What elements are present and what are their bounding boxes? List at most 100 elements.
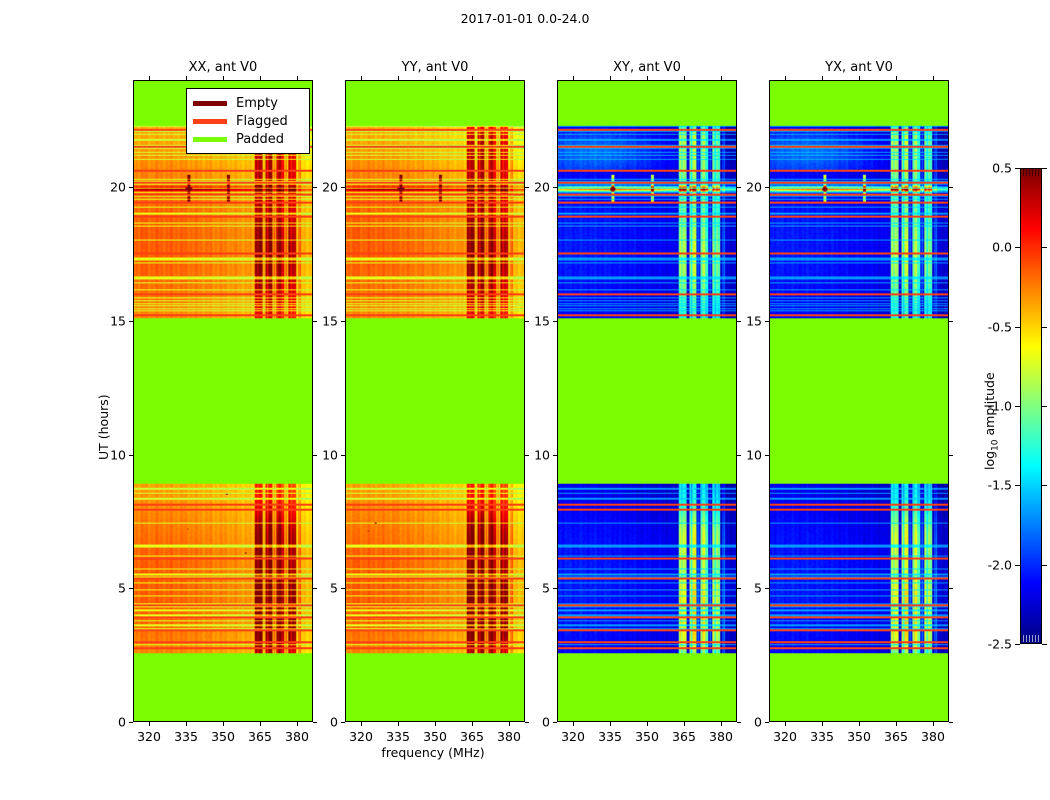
x-tick xyxy=(508,722,510,726)
y-tick-right xyxy=(949,320,953,322)
heatmap-image-xy xyxy=(558,81,736,721)
y-tick xyxy=(553,722,557,723)
heatmap-panel-yy[interactable] xyxy=(345,80,525,722)
x-tick xyxy=(822,722,823,726)
legend-item-padded: Padded xyxy=(193,130,302,148)
x-tick-top xyxy=(822,76,823,80)
x-tick-label: 320 xyxy=(773,729,797,744)
x-tick xyxy=(398,722,399,726)
x-tick xyxy=(149,722,151,726)
panel-title-1: YY, ant V0 xyxy=(401,60,469,75)
colorbar-tick xyxy=(1015,406,1020,407)
x-tick-top xyxy=(398,76,399,80)
y-tick-label: 10 xyxy=(534,447,550,462)
y-tick xyxy=(129,320,133,322)
x-tick-label: 320 xyxy=(137,729,161,744)
y-tick-label: 10 xyxy=(110,447,126,462)
panel-title-2: XY, ant V0 xyxy=(613,60,681,75)
y-tick xyxy=(553,588,557,590)
y-tick-right xyxy=(737,320,741,322)
colorbar-tick-right xyxy=(1042,168,1047,169)
x-tick-top xyxy=(932,76,934,80)
y-tick xyxy=(341,320,345,322)
y-tick-label: 0 xyxy=(330,714,338,730)
y-tick-right xyxy=(525,187,529,188)
panel-title-0: XX, ant V0 xyxy=(188,60,258,75)
colorbar[interactable] xyxy=(1020,168,1042,644)
x-tick-label: 320 xyxy=(349,729,373,744)
colorbar-tick-label: -2.0 xyxy=(987,557,1012,573)
x-tick-top xyxy=(610,76,611,80)
heatmap-image-xx xyxy=(134,81,312,721)
y-tick-right xyxy=(949,722,953,723)
y-tick-label: 0 xyxy=(118,714,126,730)
x-tick-top xyxy=(573,76,575,80)
y-tick xyxy=(765,588,769,590)
y-tick-label: 0 xyxy=(542,714,550,730)
x-tick-label: 335 xyxy=(174,729,198,744)
y-tick xyxy=(553,320,557,322)
figure-suptitle: 2017-01-01 0.0-24.0 xyxy=(460,11,590,26)
y-tick-right xyxy=(737,187,741,188)
y-tick-label: 20 xyxy=(534,179,550,195)
x-tick-label: 350 xyxy=(211,729,235,744)
colorbar-tick xyxy=(1015,326,1020,328)
y-tick-label: 5 xyxy=(542,580,550,596)
y-tick-right xyxy=(313,320,317,322)
y-tick xyxy=(129,588,133,590)
y-tick-right xyxy=(525,588,529,590)
x-tick xyxy=(259,722,261,726)
y-tick-right xyxy=(313,722,317,723)
x-tick xyxy=(471,722,473,726)
x-tick-top xyxy=(785,76,787,80)
y-tick-label: 5 xyxy=(330,580,338,596)
x-tick xyxy=(186,722,187,726)
heatmap-panel-xy[interactable] xyxy=(557,80,737,722)
y-tick-right xyxy=(737,454,741,456)
x-tick-top xyxy=(186,76,187,80)
x-tick-top xyxy=(361,76,363,80)
y-tick-right xyxy=(525,320,529,322)
colorbar-extend-top xyxy=(1023,169,1039,176)
y-tick-label: 15 xyxy=(534,313,550,329)
colorbar-label-tail: amplitude xyxy=(982,372,997,440)
colorbar-tick-right xyxy=(1042,326,1047,328)
heatmap-panel-xx[interactable] xyxy=(133,80,313,722)
legend-swatch-padded xyxy=(193,136,227,142)
x-tick-label: 365 xyxy=(672,729,696,744)
heatmap-panel-yx[interactable] xyxy=(769,80,949,722)
x-tick xyxy=(785,722,787,726)
x-tick-label: 380 xyxy=(921,729,945,744)
y-tick-label: 15 xyxy=(110,313,126,329)
colorbar-tick-right xyxy=(1042,564,1047,566)
x-tick-top xyxy=(435,76,436,80)
x-tick xyxy=(573,722,575,726)
legend-swatch-empty xyxy=(193,100,227,106)
y-tick xyxy=(553,187,557,188)
x-tick-label: 380 xyxy=(709,729,733,744)
x-tick xyxy=(361,722,363,726)
y-tick xyxy=(765,320,769,322)
y-tick-right xyxy=(949,187,953,188)
y-tick-label: 5 xyxy=(118,580,126,596)
x-tick-label: 380 xyxy=(285,729,309,744)
y-tick xyxy=(129,454,133,456)
y-tick-right xyxy=(313,187,317,188)
x-tick-top xyxy=(859,76,860,80)
y-tick-label: 5 xyxy=(754,580,762,596)
colorbar-tick-label: 0.5 xyxy=(992,160,1012,176)
colorbar-tick-label: -1.5 xyxy=(987,477,1012,493)
colorbar-tick xyxy=(1015,168,1020,169)
colorbar-label-sub: 10 xyxy=(990,439,1001,451)
x-tick-top xyxy=(149,76,151,80)
x-tick-top xyxy=(720,76,722,80)
x-tick-label: 320 xyxy=(561,729,585,744)
x-tick-label: 335 xyxy=(598,729,622,744)
y-tick-label: 20 xyxy=(322,179,338,195)
y-tick xyxy=(765,454,769,456)
x-tick-label: 365 xyxy=(248,729,272,744)
legend-label-empty: Empty xyxy=(236,95,278,111)
legend-box[interactable]: Empty Flagged Padded xyxy=(186,88,310,154)
y-tick-right xyxy=(737,722,741,723)
colorbar-tick xyxy=(1015,247,1020,249)
